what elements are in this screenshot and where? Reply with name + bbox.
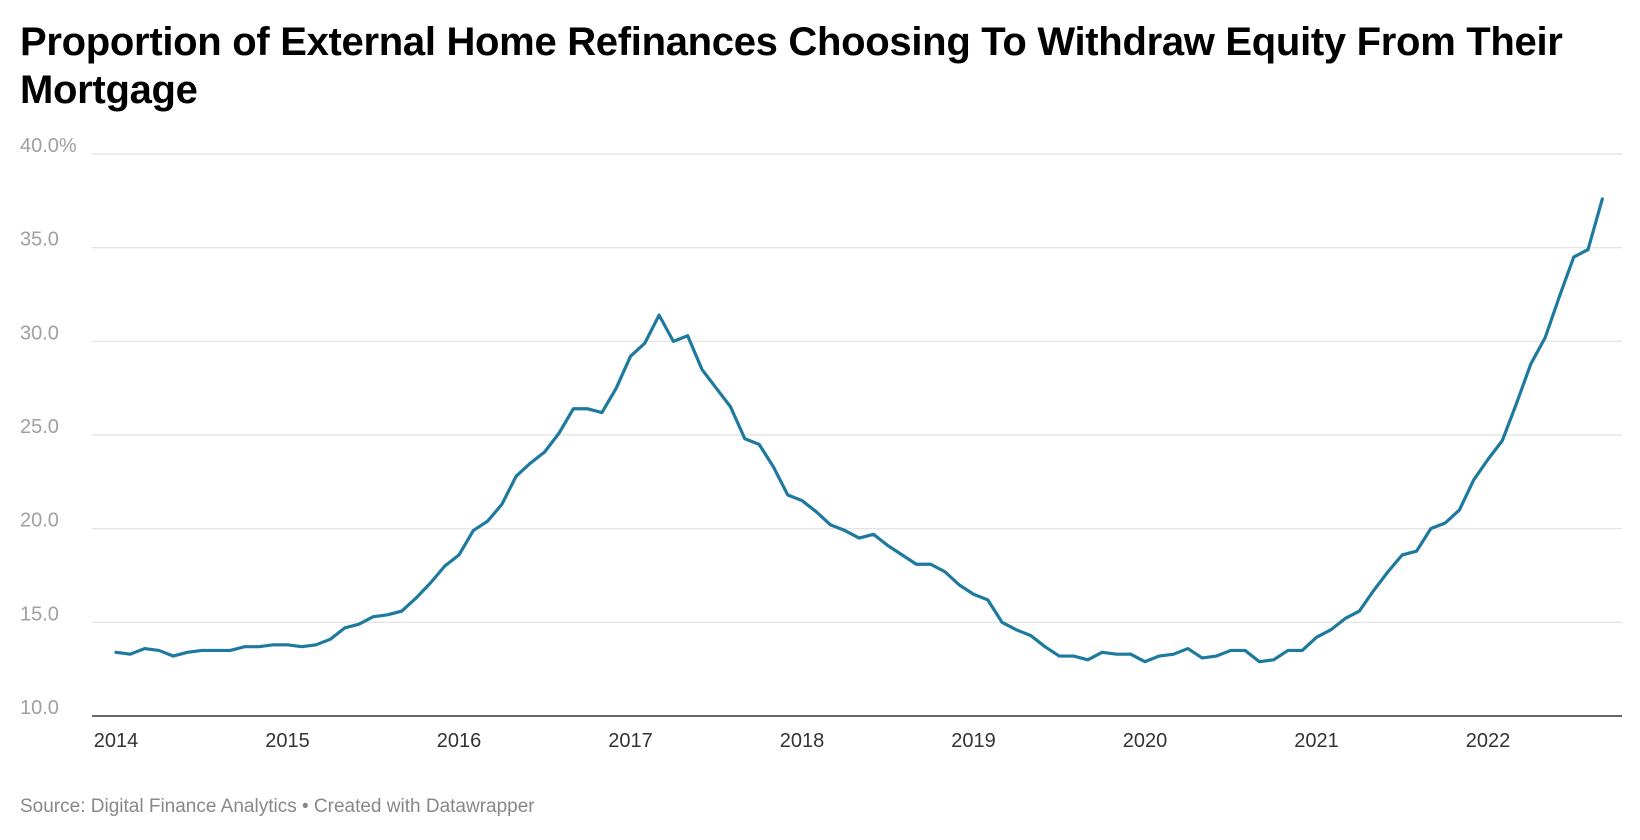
x-tick-label: 2022 (1466, 730, 1511, 752)
y-tick-label: 15.0 (20, 603, 59, 625)
series-line (114, 197, 1604, 664)
x-axis-ticks: 2014 2015 2016 2017 2018 2019 2020 2021 2022 (94, 730, 1511, 752)
credit-note: Created with Datawrapper (313, 796, 535, 817)
x-tick-label: 2020 (1123, 730, 1168, 752)
y-tick-label: 25.0 (20, 416, 59, 438)
x-tick-label: 2019 (951, 730, 996, 752)
chart-footer: Source: Digital Finance Analytics • Crea… (20, 796, 535, 818)
source-note: Source: Digital Finance Analytics (20, 796, 297, 817)
chart-title: Proportion of External Home Refinances C… (20, 20, 1563, 112)
footer-separator: • (301, 796, 309, 817)
y-tick-label: 40.0% (20, 135, 77, 157)
x-tick-label: 2016 (437, 730, 482, 752)
y-axis-ticks: 40.0% 35.0 30.0 25.0 20.0 15.0 10.0 (20, 135, 77, 719)
y-tick-label: 30.0 (20, 322, 59, 344)
y-tick-label: 10.0 (20, 697, 59, 719)
gridlines (92, 153, 1622, 623)
x-tick-label: 2015 (265, 730, 310, 752)
series-layer (114, 197, 1604, 664)
y-tick-label: 20.0 (20, 510, 59, 532)
x-tick-label: 2021 (1294, 730, 1339, 752)
x-tick-label: 2017 (608, 730, 653, 752)
x-tick-label: 2014 (94, 730, 139, 752)
y-tick-label: 35.0 (20, 229, 59, 251)
x-tick-label: 2018 (780, 730, 825, 752)
